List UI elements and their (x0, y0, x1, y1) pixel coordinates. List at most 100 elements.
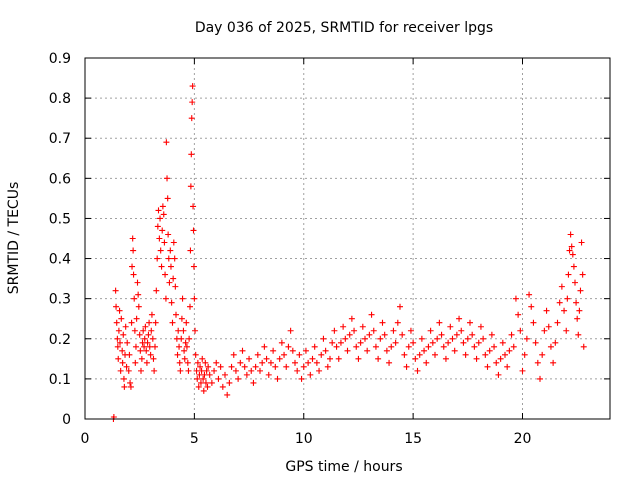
data-point (129, 263, 136, 270)
data-point (453, 331, 460, 338)
data-point (165, 255, 172, 262)
y-tick-label: 0.6 (49, 171, 71, 187)
data-point (232, 367, 239, 374)
data-point (116, 307, 123, 314)
data-point (132, 359, 139, 366)
data-point (285, 343, 292, 350)
data-point (166, 279, 173, 286)
data-point (460, 339, 467, 346)
data-point (309, 355, 316, 362)
data-point (473, 355, 480, 362)
data-point (401, 351, 408, 358)
data-point (157, 215, 164, 222)
data-point (208, 379, 215, 386)
data-point (440, 343, 447, 350)
data-point (176, 359, 183, 366)
data-point (577, 287, 584, 294)
data-point (181, 355, 188, 362)
data-point (530, 319, 537, 326)
data-point (512, 295, 519, 302)
data-point (418, 335, 425, 342)
data-point (270, 347, 277, 354)
data-point (165, 231, 172, 238)
data-point (467, 319, 473, 326)
data-point (185, 367, 192, 374)
data-point (222, 371, 228, 378)
data-point (366, 331, 373, 338)
data-point (115, 355, 122, 362)
data-point (193, 367, 200, 374)
data-point (196, 371, 203, 378)
x-tick-label: 5 (190, 431, 199, 447)
data-point (150, 355, 157, 362)
data-point (375, 355, 382, 362)
data-point (133, 315, 140, 322)
data-point (141, 335, 148, 342)
data-point (139, 339, 146, 346)
data-point (265, 371, 272, 378)
data-point (215, 375, 222, 382)
data-point (532, 339, 539, 346)
data-point (148, 327, 155, 334)
data-point (567, 231, 574, 238)
data-point (451, 347, 458, 354)
data-point (217, 363, 224, 370)
data-point (379, 319, 386, 326)
data-point (197, 379, 204, 386)
data-point (122, 323, 129, 330)
data-point (403, 363, 410, 370)
data-point (195, 383, 202, 390)
data-point (167, 247, 174, 254)
data-point (475, 339, 482, 346)
data-point (164, 195, 171, 202)
data-point (337, 339, 344, 346)
data-point (154, 255, 161, 262)
data-point (556, 299, 563, 306)
data-point (276, 355, 283, 362)
data-point (182, 339, 189, 346)
data-point (497, 355, 504, 362)
data-point (213, 359, 220, 366)
data-point (521, 351, 528, 358)
data-point (416, 351, 423, 358)
data-point (445, 339, 452, 346)
data-point (368, 311, 375, 318)
data-point (357, 339, 364, 346)
data-point (219, 383, 226, 390)
data-point (324, 363, 331, 370)
data-point (342, 335, 349, 342)
data-point (320, 335, 327, 342)
data-point (523, 335, 530, 342)
data-point (495, 371, 502, 378)
data-point (302, 347, 309, 354)
data-point (162, 271, 169, 278)
data-point (534, 359, 541, 366)
data-point (186, 335, 193, 342)
data-point (429, 339, 436, 346)
data-point (388, 343, 395, 350)
data-point (259, 359, 266, 366)
data-point (157, 247, 164, 254)
data-point (211, 367, 218, 374)
data-point (313, 359, 320, 366)
data-point (541, 327, 548, 334)
data-point (171, 255, 178, 262)
data-point (190, 203, 197, 210)
data-point (159, 203, 166, 210)
data-point (226, 379, 233, 386)
data-point (138, 367, 144, 374)
data-point (183, 319, 190, 326)
data-point (188, 151, 195, 158)
data-point (392, 339, 399, 346)
data-point (120, 375, 127, 382)
data-point (545, 323, 552, 330)
y-tick-label: 0.2 (49, 332, 71, 348)
data-point (119, 347, 126, 354)
data-point (362, 335, 368, 342)
plot-frame (84, 57, 611, 420)
data-point (160, 211, 167, 218)
data-point (298, 375, 305, 382)
data-point (569, 251, 576, 258)
data-point (146, 319, 153, 326)
data-point (246, 355, 253, 362)
